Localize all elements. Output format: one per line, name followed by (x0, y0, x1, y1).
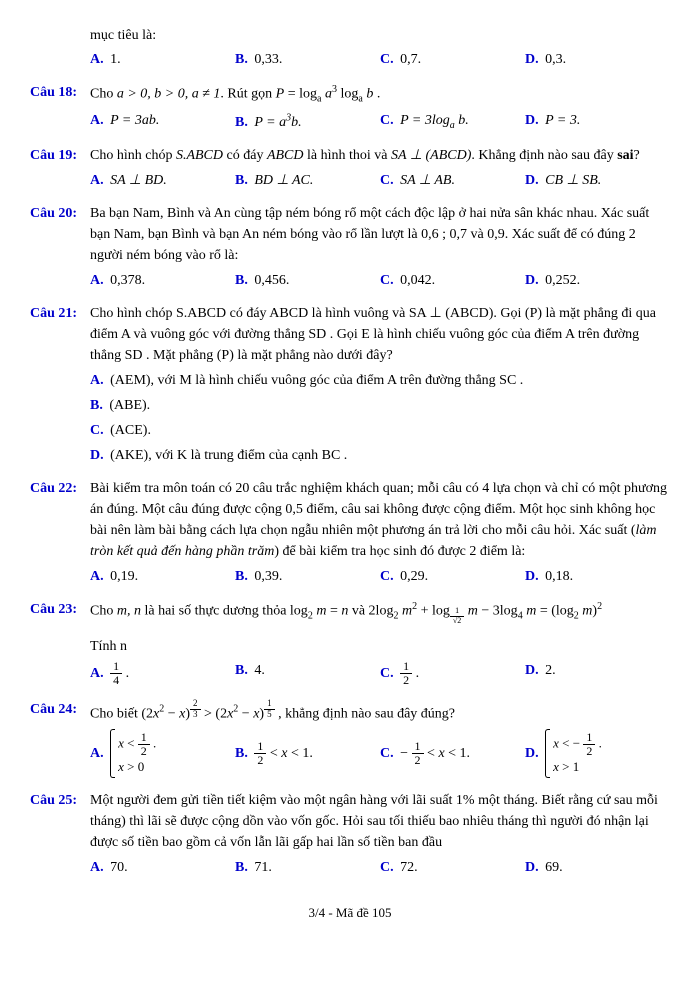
question-24: Câu 24: Cho biết (2x2 − x)23 > (2x2 − x)… (30, 699, 670, 778)
opt-b: B. 4. (235, 660, 380, 687)
q24-label: Câu 24: (30, 699, 90, 724)
q25-text: Một người đem gửi tiền tiết kiệm vào một… (90, 790, 670, 853)
opt-c: C. − 12 < x < 1. (380, 740, 525, 767)
q19-options: A. SA ⊥ BD. B. BD ⊥ AC. C. SA ⊥ AB. D. C… (90, 170, 670, 191)
q23-text: Cho m, n là hai số thực dương thỏa log2 … (90, 599, 670, 626)
opt-a: A. SA ⊥ BD. (90, 170, 235, 191)
question-21: Câu 21: Cho hình chóp S.ABCD có đáy ABCD… (30, 303, 670, 466)
q19-text: Cho hình chóp S.ABCD có đáy ABCD là hình… (90, 145, 670, 166)
opt-b: B. BD ⊥ AC. (235, 170, 380, 191)
q24-options: A. x < 12 .x > 0 B. 12 < x < 1. C. − 12 … (90, 729, 670, 779)
opt-c: C. 0,7. (380, 49, 525, 70)
opt-b: B. (ABE). (90, 395, 670, 416)
q18-options: A. P = 3ab. B. P = a3b. C. P = 3loga b. … (90, 110, 670, 133)
q20-options: A. 0,378. B. 0,456. C. 0,042. D. 0,252. (90, 270, 670, 291)
q20-label: Câu 20: (30, 203, 90, 266)
opt-b: B. 71. (235, 857, 380, 878)
opt-c: C. (ACE). (90, 420, 670, 441)
q22-label: Câu 22: (30, 478, 90, 562)
opt-c: C. 0,29. (380, 566, 525, 587)
q17-options: A. 1. B. 0,33. C. 0,7. D. 0,3. (90, 49, 670, 70)
opt-b: B. 0,456. (235, 270, 380, 291)
q21-text: Cho hình chóp S.ABCD có đáy ABCD là hình… (90, 303, 670, 366)
opt-c: C. 12 . (380, 660, 525, 687)
opt-d: D. 0,18. (525, 566, 670, 587)
opt-b: B. 12 < x < 1. (235, 740, 380, 767)
question-19: Câu 19: Cho hình chóp S.ABCD có đáy ABCD… (30, 145, 670, 191)
question-23: Câu 23: Cho m, n là hai số thực dương th… (30, 599, 670, 687)
q23-label: Câu 23: (30, 599, 90, 626)
q23-tinh: Tính n (90, 636, 670, 657)
opt-d: D. CB ⊥ SB. (525, 170, 670, 191)
opt-a: A. 0,378. (90, 270, 235, 291)
q17-text: mục tiêu là: (90, 25, 670, 46)
q25-options: A. 70. B. 71. C. 72. D. 69. (90, 857, 670, 878)
q20-text: Ba bạn Nam, Bình và An cùng tập ném bóng… (90, 203, 670, 266)
question-18: Câu 18: Cho a > 0, b > 0, a ≠ 1. Rút gọn… (30, 82, 670, 133)
q21-label: Câu 21: (30, 303, 90, 366)
opt-c: C. 72. (380, 857, 525, 878)
question-17-tail: mục tiêu là: A. 1. B. 0,33. C. 0,7. D. 0… (30, 25, 670, 70)
q22-text: Bài kiểm tra môn toán có 20 câu trắc ngh… (90, 478, 670, 562)
opt-a: A. 70. (90, 857, 235, 878)
opt-c: C. P = 3loga b. (380, 110, 525, 133)
opt-b: B. 0,39. (235, 566, 380, 587)
opt-a: A. 1. (90, 49, 235, 70)
q22-options: A. 0,19. B. 0,39. C. 0,29. D. 0,18. (90, 566, 670, 587)
opt-d: D. 2. (525, 660, 670, 687)
opt-a: A. x < 12 .x > 0 (90, 729, 235, 779)
opt-a: A. 0,19. (90, 566, 235, 587)
opt-b: B. P = a3b. (235, 110, 380, 133)
opt-d: D. 0,252. (525, 270, 670, 291)
opt-d: D. 0,3. (525, 49, 670, 70)
opt-b: B. 0,33. (235, 49, 380, 70)
question-25: Câu 25: Một người đem gửi tiền tiết kiệm… (30, 790, 670, 878)
opt-d: D. P = 3. (525, 110, 670, 133)
opt-c: C. SA ⊥ AB. (380, 170, 525, 191)
opt-d: D. (AKE), với K là trung điểm của cạnh B… (90, 445, 670, 466)
question-22: Câu 22: Bài kiểm tra môn toán có 20 câu … (30, 478, 670, 587)
question-20: Câu 20: Ba bạn Nam, Bình và An cùng tập … (30, 203, 670, 291)
opt-a: A. (AEM), với M là hình chiếu vuông góc … (90, 370, 670, 391)
q23-options: A. 14 . B. 4. C. 12 . D. 2. (90, 660, 670, 687)
page-footer: 3/4 - Mã đề 105 (30, 903, 670, 923)
opt-c: C. 0,042. (380, 270, 525, 291)
q19-label: Câu 19: (30, 145, 90, 166)
opt-a: A. P = 3ab. (90, 110, 235, 133)
opt-d: D. x < − 12 .x > 1 (525, 729, 670, 779)
opt-d: D. 69. (525, 857, 670, 878)
opt-a: A. 14 . (90, 660, 235, 687)
q24-text: Cho biết (2x2 − x)23 > (2x2 − x)15 , khẳ… (90, 699, 670, 724)
q25-label: Câu 25: (30, 790, 90, 853)
q18-label: Câu 18: (30, 82, 90, 106)
q18-text: Cho a > 0, b > 0, a ≠ 1. Rút gọn P = log… (90, 82, 670, 106)
